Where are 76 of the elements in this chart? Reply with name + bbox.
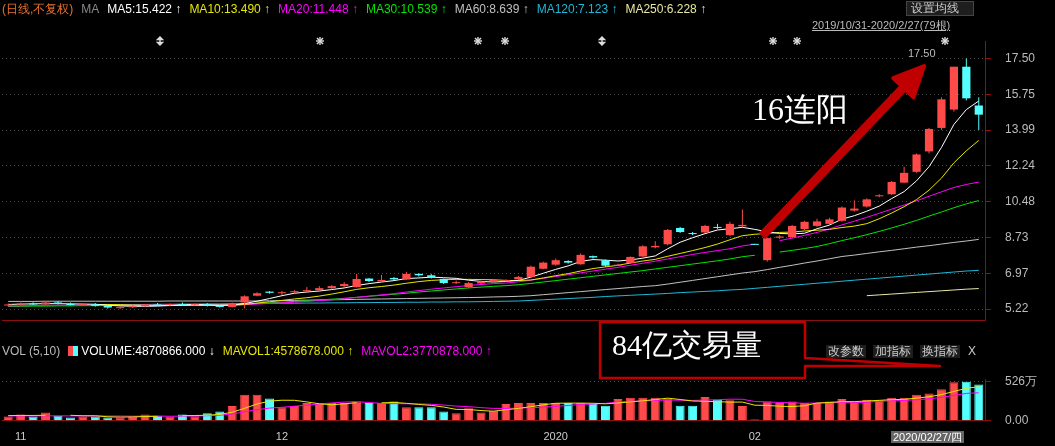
y-tick-label: 0.00	[1005, 413, 1029, 428]
text: 换指标	[920, 344, 960, 359]
x-tick-label: 2020	[543, 430, 568, 443]
text: 改参数	[826, 344, 866, 359]
text: MA120:7.123 ↑	[536, 2, 618, 16]
y-tick-label: 15.75	[1005, 86, 1036, 101]
bar	[824, 401, 834, 421]
text: MAVOL2:3770878.000 ↑	[361, 344, 492, 358]
text: MA5:15.422 ↑	[107, 2, 182, 16]
bar	[713, 399, 722, 421]
candlestick	[29, 301, 38, 306]
candlestick	[924, 127, 934, 154]
candlestick	[850, 199, 859, 213]
bar	[625, 397, 635, 421]
legend-title: MA	[81, 2, 100, 16]
bar	[949, 382, 959, 421]
bar	[576, 403, 586, 421]
x-tick-label: 02	[748, 430, 761, 443]
x-tick-label: 11	[14, 430, 27, 443]
bar	[775, 403, 785, 421]
y-tick-label: 10.48	[1005, 194, 1036, 209]
chart-title: VOL (5,10)	[2, 344, 61, 358]
legend-label: VOLUME:4870866.000 ↓	[80, 344, 215, 358]
candlestick	[302, 286, 311, 293]
candlestick	[613, 263, 623, 267]
candlestick	[265, 290, 274, 295]
y-tick-label: 526万	[1005, 374, 1038, 389]
candlestick	[501, 278, 511, 282]
y-tick-label: 12.24	[1005, 158, 1036, 173]
text: 加指标	[873, 344, 913, 359]
text: 设置均线	[906, 1, 974, 17]
bar	[849, 401, 859, 421]
bar	[563, 403, 573, 421]
text: MAVOL1:4578678.000 ↑	[222, 344, 354, 358]
y-tick-label: 6.97	[1005, 265, 1029, 280]
y-tick-label: 17.50	[1005, 50, 1036, 65]
bar	[936, 389, 946, 421]
annotation: 16连阳	[752, 91, 848, 128]
text: MA20:11.448 ↑	[278, 2, 358, 16]
bar	[339, 403, 349, 421]
text: MA60:8.639 ↑	[454, 2, 529, 16]
y-tick-label: 13.99	[1005, 122, 1036, 137]
candlestick	[116, 305, 125, 310]
bar	[190, 416, 200, 421]
bar	[974, 384, 984, 421]
bar	[551, 403, 561, 421]
y-tick-label: 5.22	[1005, 301, 1029, 316]
candlestick	[128, 304, 137, 309]
bar	[377, 403, 386, 421]
candlestick	[277, 290, 287, 296]
candlestick	[190, 302, 199, 306]
candlestick	[974, 96, 983, 131]
text: 2020/02/27/四	[891, 431, 965, 444]
candlestick	[165, 302, 175, 307]
text: MA10:13.490 ↑	[189, 2, 271, 16]
candlestick	[215, 304, 224, 309]
candlestick	[588, 254, 598, 260]
bar	[961, 381, 971, 421]
bar	[314, 404, 324, 421]
annotation: 17.50	[906, 47, 938, 60]
x-tick-label: 12	[275, 430, 289, 443]
text: 84亿交易量	[612, 328, 762, 361]
candlestick	[4, 302, 13, 308]
text: X	[968, 344, 977, 359]
bar	[874, 400, 884, 421]
text: MA30:10.539 ↑	[365, 2, 447, 16]
y-tick-label: 8.73	[1005, 229, 1029, 244]
text: 2019/10/31-2020/2/27(79根)	[812, 19, 951, 32]
text: MA250:6.228 ↑	[625, 2, 707, 16]
candlestick	[912, 152, 921, 174]
chart-title: (日线,不复权)	[2, 2, 74, 16]
bar	[588, 404, 598, 421]
bar	[327, 403, 337, 421]
bar	[364, 403, 374, 421]
candlestick	[78, 302, 87, 307]
bar	[352, 401, 362, 421]
